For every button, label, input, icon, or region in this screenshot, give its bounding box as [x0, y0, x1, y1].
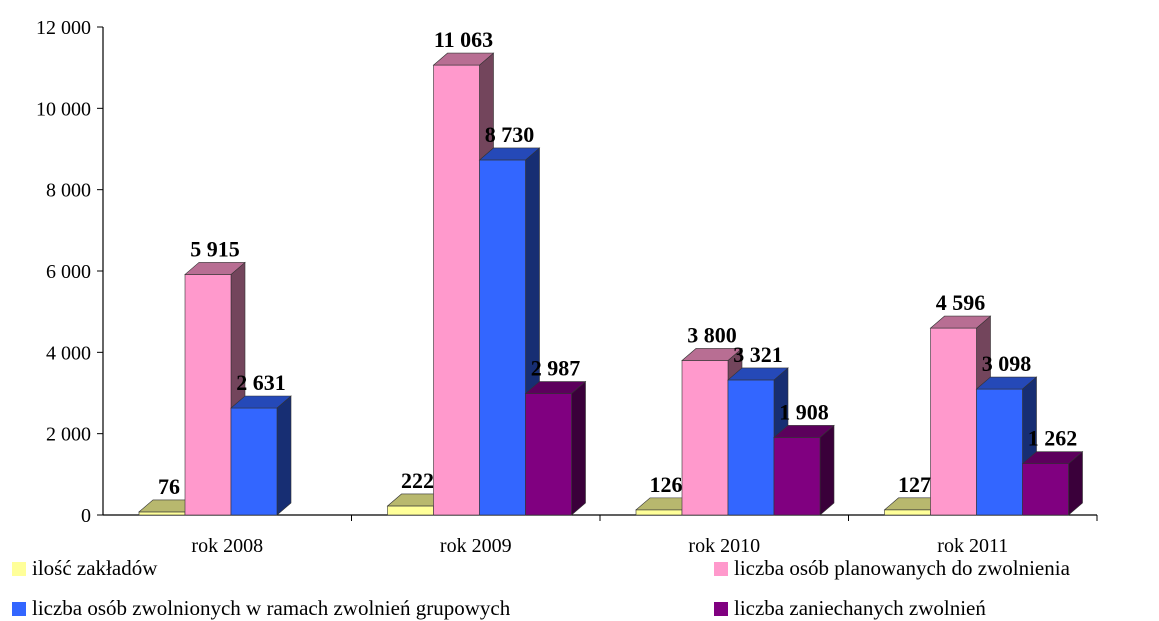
bar-front	[727, 379, 775, 516]
bar-front	[230, 407, 278, 516]
data-label: 4 596	[936, 290, 986, 315]
chart-legend: ilość zakładów liczba osób planowanych do…	[0, 552, 1159, 621]
bar	[230, 395, 292, 516]
data-label: 8 730	[485, 122, 535, 147]
legend-label: liczba osób planowanych do zwolnienia	[734, 556, 1070, 580]
legend-swatch	[12, 561, 26, 576]
legend-item: liczba zaniechanych zwolnień	[714, 596, 986, 621]
bar-top	[727, 367, 789, 381]
chart-axes: 0 2 000 4 000 6 000 8 000 10 000 12 000 rok 200…	[36, 17, 1098, 552]
y-tick-label: 12 000	[36, 17, 91, 39]
y-tick-label: 4 000	[46, 342, 91, 364]
bar-front	[635, 509, 683, 516]
bar-top	[478, 147, 541, 161]
bar-side	[276, 395, 292, 516]
bar-side	[571, 380, 586, 516]
legend-swatch	[714, 601, 728, 616]
data-label: 3 098	[982, 351, 1032, 376]
legend-swatch	[714, 561, 728, 576]
bar-top	[929, 315, 992, 329]
y-tick-label: 8 000	[46, 180, 91, 202]
legend-label: ilość zakładów	[32, 556, 158, 580]
bar	[524, 380, 587, 516]
data-label: 3 321	[733, 342, 783, 367]
y-tick-label: 10 000	[36, 98, 91, 120]
bar-front	[184, 274, 232, 516]
bar-front	[479, 159, 526, 516]
bar-top	[681, 348, 743, 361]
bar-top	[184, 262, 246, 275]
legend-swatch	[12, 601, 26, 616]
legend-label: liczba zaniechanych zwolnień	[734, 596, 986, 620]
data-label: 1 908	[779, 399, 829, 424]
legend-item: liczba osób zwolnionych w ramach zwolnie…	[12, 596, 510, 621]
bar-side	[819, 424, 835, 516]
data-label: 76	[158, 474, 180, 499]
bar-front	[1022, 463, 1069, 516]
x-category-label: rok 2011	[937, 535, 1008, 552]
bar-top	[975, 376, 1038, 390]
bar-top	[432, 52, 495, 66]
data-label: 1 262	[1028, 426, 1078, 451]
x-category-label: rok 2009	[440, 535, 512, 552]
data-label: 222	[401, 468, 434, 493]
legend-label: liczba osób zwolnionych w ramach zwolnie…	[32, 596, 511, 620]
bar-top	[524, 381, 587, 394]
bar-front	[930, 327, 977, 516]
bar-front	[138, 511, 186, 516]
legend-item: ilość zakładów	[12, 556, 157, 581]
data-label: 11 063	[434, 27, 493, 52]
bar-top	[773, 425, 835, 438]
data-label: 3 800	[687, 322, 737, 347]
chart-bars	[138, 52, 1084, 516]
bar	[773, 424, 835, 516]
data-label: 127	[898, 472, 931, 497]
bar-top	[1021, 451, 1084, 464]
bar	[1021, 451, 1084, 516]
y-tick-label: 6 000	[46, 261, 91, 283]
data-label: 2 987	[531, 356, 581, 381]
data-label: 5 915	[190, 236, 240, 261]
bar-top	[230, 395, 292, 409]
bar-front	[976, 388, 1023, 516]
bar-chart: 0 2 000 4 000 6 000 8 000 10 000 12 000 rok 200…	[36, 17, 1098, 552]
bar-front	[773, 437, 821, 516]
bar-front	[884, 509, 931, 516]
data-label: 126	[650, 472, 683, 497]
bar-front	[387, 505, 434, 516]
legend-item: liczba osób planowanych do zwolnienia	[714, 556, 1070, 581]
y-tick-label: 0	[81, 505, 91, 527]
bar-front	[681, 360, 729, 516]
data-label: 2 631	[236, 370, 286, 395]
bar-front	[525, 393, 572, 516]
y-tick-label: 2 000	[46, 424, 91, 446]
x-category-label: rok 2010	[688, 535, 760, 552]
x-category-label: rok 2008	[191, 535, 263, 552]
bar-front	[433, 64, 480, 516]
